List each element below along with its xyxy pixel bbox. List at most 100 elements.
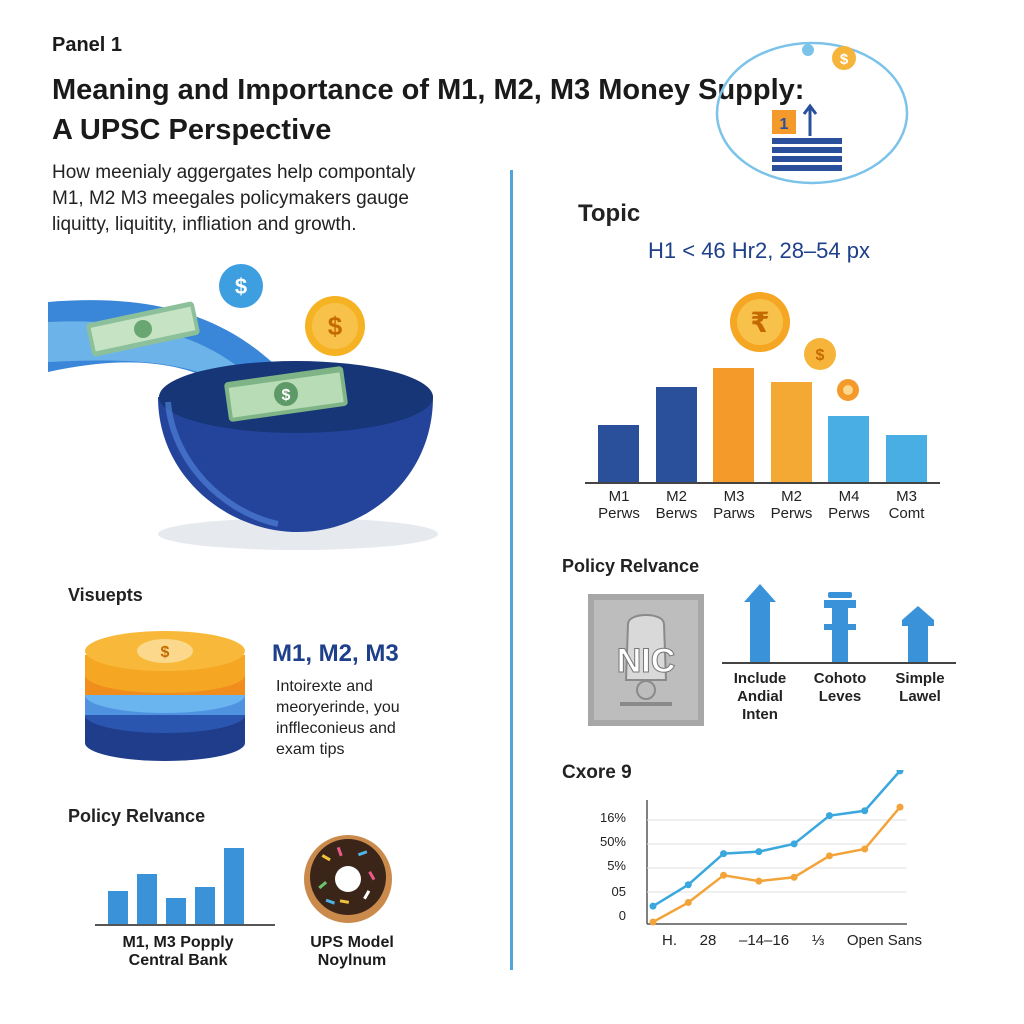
coin-stack-illustration: $ (85, 631, 245, 761)
pillar-icon (824, 592, 856, 662)
bar-chart-labels: M1 Perws M2 Berws M3 Parws M2 Perws M4 Perws M3 Com… (590, 488, 935, 528)
line-chart-ytick: 16% (599, 810, 626, 825)
line-chart-xlabel: Open Sans (846, 932, 922, 949)
policy-item-line-2: Lawel (899, 688, 941, 705)
svg-text:1: 1 (780, 116, 789, 133)
line-point (825, 812, 833, 820)
page-title: Meaning and Importance of M1, M2, M3 Mon… (52, 70, 852, 150)
policy-item-label: Cohoto Leves (800, 670, 880, 706)
line-chart (646, 770, 907, 926)
emblem-text: NIC (617, 642, 676, 680)
m-heading: M1, M2, M3 (272, 640, 399, 667)
topic-bar-label-bottom: Perws (770, 505, 813, 522)
svg-text:$: $ (235, 274, 247, 299)
topic-bar-chart (590, 360, 935, 482)
subtitle-line-2: M1, M2 M3 meegales policymakers gauge (52, 188, 409, 209)
line-point (755, 877, 763, 885)
m-desc-line-2: meoryerinde, you (276, 699, 400, 716)
visuepts-heading: Visuepts (68, 585, 143, 605)
line-point (896, 803, 904, 811)
policy-item-line-1: Simple (895, 670, 945, 687)
policy-item-line-3: Inten (742, 706, 778, 723)
topic-bar-label: M2 Perws (762, 488, 822, 522)
topic-bar-label: M2 Berws (647, 488, 707, 522)
line-chart-ytick: 5% (607, 858, 626, 873)
mini-bar-chart (100, 840, 260, 925)
policy-items: Include Andial Inten Cohoto Leves Simple Lawel (720, 670, 960, 730)
line-chart-yticks: 16% 50% 5% 05 0 (596, 810, 636, 930)
line-point (825, 852, 833, 860)
line-series (652, 806, 901, 924)
topic-bar-label-top: M4 (838, 488, 860, 505)
mini-chart-label: M1, M3 Popply Central Bank (88, 934, 268, 970)
line-series (652, 770, 901, 908)
m-desc-line-4: exam tips (276, 741, 345, 758)
mini-label-line-2: Central Bank (128, 952, 228, 969)
line-chart-xlabel: H. (662, 932, 677, 949)
coin-stack-icon: $ 1 (715, 41, 909, 185)
line-chart-xlabel: 28 (699, 932, 717, 949)
emblem-icon: NIC (588, 594, 704, 726)
line-point (649, 902, 657, 910)
m-desc-line-1: Intoirexte and (276, 678, 373, 695)
donut-label-line-1: UPS Model (310, 934, 394, 951)
topic-bar (713, 368, 754, 482)
mini-bar (108, 891, 128, 925)
dollar-symbol: $ (816, 347, 825, 364)
donut-label: UPS Model Noylnum (292, 934, 412, 970)
svg-text:$: $ (328, 311, 343, 341)
line-point (755, 848, 763, 856)
line-chart-xlabel: ⅓ (811, 932, 825, 949)
line-chart-ytick: 50% (599, 834, 626, 849)
policy-baseline (722, 662, 956, 664)
rupee-symbol: ₹ (750, 306, 769, 339)
m-description: Intoirexte and meoryerinde, you inffleco… (276, 676, 400, 760)
line-chart-ytick: 05 (611, 884, 626, 899)
topic-bar-label-bottom: Berws (655, 505, 698, 522)
title-line-2: A UPSC Perspective (52, 114, 332, 146)
bar-chart-axis (585, 482, 940, 484)
topic-heading: Topic (578, 200, 641, 227)
topic-bar (828, 416, 869, 482)
topic-subheading: H1 < 46 Hr2, 28–54 px (648, 238, 870, 263)
topic-bar-label: M3 Parws (704, 488, 764, 522)
line-point (684, 899, 692, 907)
line-point (861, 807, 869, 815)
topic-bar (770, 382, 812, 482)
title-line-1: Meaning and Importance of M1, M2, M3 Mon… (52, 74, 805, 106)
subtitle: How meenialy aggergates help compontaly … (52, 160, 482, 238)
line-chart-ytick: 0 (618, 908, 626, 923)
topic-bar-label-bottom: Comt (888, 505, 925, 522)
topic-bar-label: M1 Perws (589, 488, 649, 522)
line-chart-xlabels: H. 28 –14–16 ⅓ Open Sans (662, 932, 922, 954)
line-point (861, 845, 869, 853)
panel-label: Panel 1 (52, 34, 123, 56)
policy-item-label: Include Andial Inten (720, 670, 800, 724)
topic-bar-label: M4 Perws (819, 488, 879, 522)
mini-bar (195, 887, 215, 925)
line-point (896, 770, 904, 775)
policy-item-line-2: Andial (737, 688, 783, 705)
level-icon (902, 606, 934, 662)
mini-bar (137, 874, 157, 925)
mini-label-line-1: M1, M3 Popply (122, 934, 234, 951)
line-point (720, 871, 728, 879)
topic-bar (885, 435, 927, 482)
mini-bar (224, 848, 244, 925)
topic-bar (655, 387, 697, 482)
policy-item-line-1: Include (733, 670, 787, 687)
subtitle-line-1: How meenialy aggergates help compontaly (52, 162, 416, 183)
line-point (790, 840, 798, 848)
topic-bar-label-bottom: Perws (828, 505, 870, 522)
line-chart-xlabel: –14–16 (739, 932, 790, 949)
column-divider (510, 170, 513, 970)
line-point (649, 918, 657, 926)
svg-text:$: $ (282, 387, 291, 404)
topic-bar-label-top: M2 (781, 488, 802, 505)
topic-bar-label-bottom: Parws (713, 505, 755, 522)
topic-bar-label-top: M2 (666, 488, 687, 505)
line-point (790, 873, 798, 881)
right-policy-heading: Policy Relvance (562, 556, 700, 576)
coin-symbol: $ (161, 644, 170, 661)
topic-bar-label-top: M3 (896, 488, 917, 505)
